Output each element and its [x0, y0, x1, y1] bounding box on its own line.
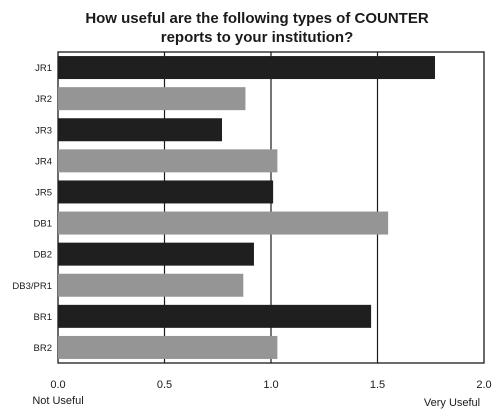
chart-title-line-2: reports to your institution?: [161, 29, 354, 46]
bar-jr2: [58, 87, 246, 111]
x-tick-label: 0.5: [157, 379, 172, 391]
category-label: DB3/PR1: [12, 281, 52, 292]
bar-db3-pr1: [58, 273, 244, 297]
x-tick-labels: 0.0 0.5 1.0 1.5 2.0: [50, 379, 491, 391]
bar-jr4: [58, 149, 278, 173]
bar-jr3: [58, 118, 223, 142]
category-label: DB2: [34, 250, 52, 261]
category-label: JR5: [35, 187, 52, 198]
bar-jr1: [58, 56, 436, 80]
x-end-label-high: Very Useful: [424, 397, 480, 409]
category-label: JR4: [35, 156, 52, 167]
chart-title-line-1: How useful are the following types of CO…: [85, 10, 429, 27]
x-end-label-low: Not Useful: [32, 395, 83, 407]
category-label: DB1: [34, 219, 52, 230]
x-tick-label: 2.0: [476, 379, 491, 391]
category-label: JR1: [35, 63, 52, 74]
bar-br2: [58, 335, 278, 359]
category-label: JR2: [35, 94, 52, 105]
category-labels: JR1 JR2 JR3 JR4 JR5 DB1 DB2 DB3/PR1 BR1 BR2: [12, 63, 52, 354]
x-tick-label: 1.5: [370, 379, 385, 391]
bars: [58, 56, 436, 359]
bar-db2: [58, 242, 254, 266]
bar-db1: [58, 211, 389, 235]
category-label: BR2: [34, 343, 52, 354]
x-tick-label: 1.0: [263, 379, 278, 391]
category-label: BR1: [34, 312, 52, 323]
category-label: JR3: [35, 125, 52, 136]
x-tick-label: 0.0: [50, 379, 65, 391]
bar-jr5: [58, 180, 274, 204]
bar-br1: [58, 304, 372, 328]
